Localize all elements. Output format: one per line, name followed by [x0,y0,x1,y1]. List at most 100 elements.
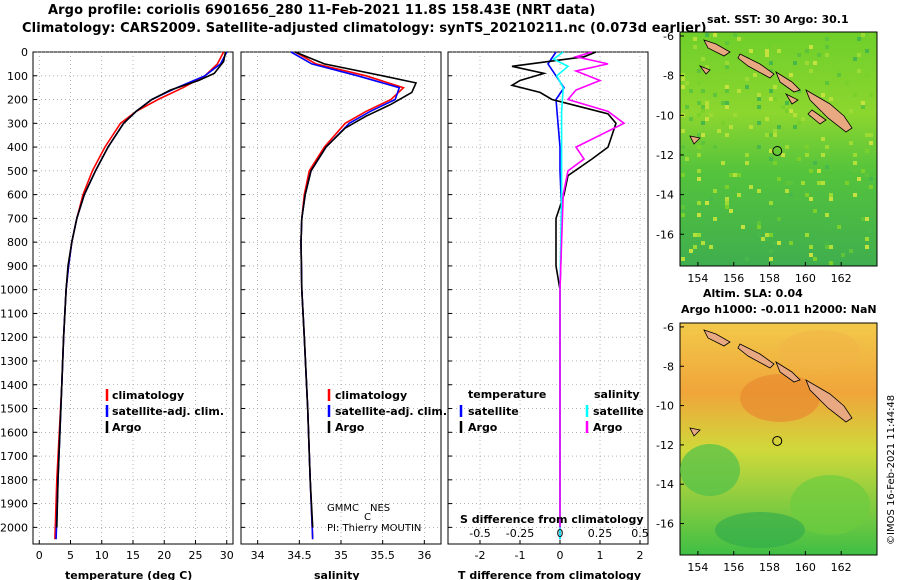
sst-pixel [825,45,829,49]
series-line-satellite-adj-clim- [290,51,401,540]
sst-pixel [733,33,737,37]
lon-tick-label: 158 [759,561,780,574]
chart-title-line1: Argo profile: coriolis 6901656_280 11-Fe… [48,3,596,18]
legend-temperature-title: temperature [468,388,546,401]
sst-pixel [817,209,821,213]
series-line-argo [294,51,418,528]
sla-map: Altim. SLA: 0.04 Argo h1000: -0.011 h200… [656,287,878,574]
sst-pixel [825,53,829,57]
sst-pixel [681,85,685,89]
sst-pixel [773,133,777,137]
sst-pixel [837,225,841,229]
sst-pixel [785,181,789,185]
sst-pixel [813,257,817,261]
sst-pixel [809,197,813,201]
depth-tick-label: 300 [7,117,28,130]
x-tick-label: 2 [637,549,644,562]
depth-tick-label: 400 [7,141,28,154]
sst-pixel [757,221,761,225]
c-subscript: C [364,512,371,523]
sst-pixel [725,185,729,189]
sst-pixel [689,89,693,93]
sst-pixel [705,101,709,105]
sst-pixel [705,65,709,69]
depth-tick-label: 1500 [0,403,28,416]
sst-pixel [785,101,789,105]
s-diff-tick-label: 0 [557,527,564,540]
sst-pixel [681,205,685,209]
x-tick-label: 34.5 [287,549,312,562]
sst-pixel [733,113,737,117]
sst-pixel [729,125,733,129]
legend-s-satellite: satellite [593,405,644,418]
depth-tick-label: 1700 [0,450,28,463]
sst-pixel [689,249,693,253]
sst-pixel [685,157,689,161]
sst-pixel [781,105,785,109]
sst-pixel [829,245,833,249]
sst-pixel [865,49,869,53]
sst-pixel [725,85,729,89]
sst-pixel [745,77,749,81]
sst-pixel [813,161,817,165]
sst-pixel [805,153,809,157]
legend-argo: Argo [335,421,365,434]
sst-pixel [805,49,809,53]
sst-pixel [757,105,761,109]
nes-label: NES [370,503,390,514]
sst-pixel [725,101,729,105]
sst-pixel [757,145,761,149]
lon-tick-label: 162 [831,561,852,574]
sst-pixel [849,141,853,145]
x-tick-label: 35 [334,549,348,562]
sst-pixel [725,61,729,65]
series-line-t-argo [509,51,617,528]
sst-pixel [681,145,685,149]
sst-pixel [717,129,721,133]
depth-tick-label: 0 [21,46,28,59]
sst-pixel [769,97,773,101]
sst-pixel [725,65,729,69]
sst-pixel [709,197,713,201]
chart-title-line2: Climatology: CARS2009. Satellite-adjuste… [22,21,707,36]
sst-pixel [685,81,689,85]
sst-pixel [701,241,705,245]
sst-pixel [865,149,869,153]
depth-tick-label: 500 [7,165,28,178]
sst-pixel [765,133,769,137]
sst-pixel [869,229,873,233]
sst-pixel [713,33,717,37]
sst-pixel [769,89,773,93]
sst-pixel [869,133,873,137]
legend-t-argo: Argo [468,421,498,434]
sst-pixel [825,217,829,221]
sst-pixel [825,81,829,85]
sst-pixel [865,73,869,77]
legend-satellite-adj: satellite-adj. clim. [335,405,447,418]
sst-pixel [857,177,861,181]
x-tick-label: 25 [189,549,203,562]
sst-pixel [865,133,869,137]
sst-pixel [701,109,705,113]
sst-pixel [825,245,829,249]
argo-position-marker [772,435,783,446]
sst-pixel [681,73,685,77]
sst-pixel [773,85,777,89]
lon-tick-label: 160 [795,561,816,574]
legend-climatology: climatology [112,389,184,402]
sst-pixel [757,121,761,125]
sla-map-subtitle: Argo h1000: -0.011 h2000: NaN [681,303,877,316]
sst-pixel [737,193,741,197]
sst-pixel [837,73,841,77]
temperature-legend: climatology satellite-adj. clim. Argo [105,389,224,434]
lat-tick-label: -12 [656,149,674,162]
depth-tick-label: 200 [7,94,28,107]
sst-pixel [845,81,849,85]
sst-pixel [693,45,697,49]
temperature-panel [32,51,234,545]
sst-pixel [729,209,733,213]
lon-tick-label: 154 [687,561,708,574]
sst-pixel [861,105,865,109]
sst-pixel [725,133,729,137]
